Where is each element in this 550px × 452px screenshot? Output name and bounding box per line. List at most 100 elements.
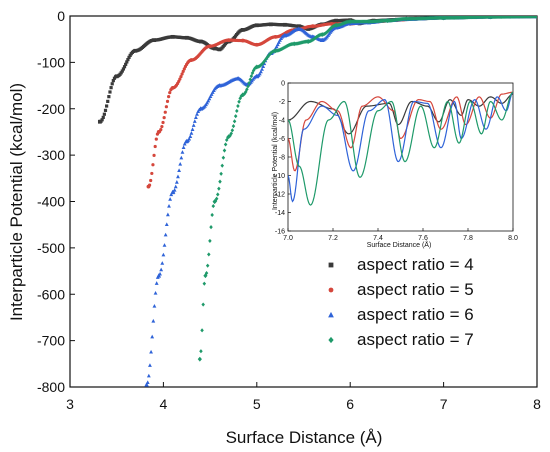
inset-y-axis-title: Interparticle Potential (kcal/mol) [272,112,279,210]
data-point [214,196,219,201]
inset-chart [266,79,519,253]
data-point [326,28,331,33]
data-point [159,128,163,132]
data-point [122,65,127,69]
inset-x-tick-label: 7.6 [418,235,428,242]
data-point [208,238,212,244]
data-point [148,363,152,367]
data-point [198,357,202,362]
data-point [276,40,281,44]
data-point [111,79,115,83]
x-tick-label: 6 [346,396,354,412]
data-point [169,192,174,197]
data-point [159,267,164,272]
y-axis-title: Interparticle Potential (kcal/mol) [7,83,26,321]
data-point [161,252,166,257]
data-point [208,94,213,99]
y-tick-label: -300 [37,147,65,163]
data-point [145,380,150,385]
data-point [275,42,280,47]
x-tick-label: 4 [160,396,168,412]
data-point [219,171,223,176]
inset-x-tick-label: 8.0 [508,235,518,242]
inset-y-tick-label: -14 [275,210,285,217]
data-point [215,192,220,197]
y-tick-label: 0 [57,8,65,24]
inset-y-tick-label: -12 [275,192,285,199]
data-point [220,163,225,168]
data-point [257,71,262,76]
data-point [150,171,154,176]
y-tick-label: -600 [37,286,65,302]
legend-item: aspect ratio = 4 [328,255,474,274]
legend-marker [328,262,334,268]
data-point [211,204,216,209]
data-point [152,303,157,308]
data-point [193,115,198,120]
data-point [180,150,185,154]
data-point [168,91,172,95]
data-point [110,82,114,86]
inset-y-tick-label: -4 [279,118,285,125]
data-point [164,105,168,109]
data-point [107,95,111,99]
data-point [250,70,255,76]
data-point [160,124,164,129]
main-tick-labels: 3 4 5 6 7 80-100-200-300-400-500-600-700-800 [37,8,541,412]
data-point [236,103,240,109]
x-tick-label: 8 [533,396,541,412]
data-point [210,90,215,94]
data-point [179,74,183,79]
data-point [100,118,104,122]
data-point [161,120,165,125]
data-point [205,263,210,268]
data-point [188,134,193,138]
data-point [167,203,171,208]
data-point [199,349,203,354]
data-point [180,72,184,76]
data-point [162,243,167,247]
data-point [181,69,185,73]
data-point [146,373,151,378]
data-point [261,64,266,68]
data-point [232,119,237,124]
data-point [144,382,149,387]
data-point [235,108,239,114]
data-point [149,178,153,183]
legend-item: aspect ratio = 6 [328,305,474,324]
data-point [187,136,192,141]
data-point [127,55,131,59]
inset-series-3-line [288,91,513,203]
data-point [101,115,105,119]
inset-x-tick-label: 7.2 [328,235,338,242]
data-point [227,134,231,139]
inset-x-tick-label: 7.0 [283,235,293,242]
data-point [153,291,158,295]
data-point [249,73,254,79]
data-point [222,148,227,153]
inset-y-tick-label: -16 [275,229,285,236]
data-point [105,104,109,108]
data-point [191,123,196,127]
data-point [206,98,211,103]
data-point [177,168,182,173]
data-point [223,142,228,147]
data-point [179,155,184,160]
inset-x-axis-title: Surface Distance (Å) [367,240,432,249]
data-point [174,180,179,184]
data-point [165,212,170,217]
data-point [154,281,159,285]
data-point [103,108,108,112]
data-point [152,153,156,158]
data-point [154,137,158,141]
data-point [119,71,123,75]
data-point [173,184,178,189]
data-point [274,44,279,49]
data-point [109,86,113,90]
data-point [171,189,176,194]
x-tick-label: 3 [66,396,74,412]
data-point [202,281,207,286]
data-point [207,96,212,101]
inset-series-2-line [288,91,513,172]
data-point [178,161,183,166]
